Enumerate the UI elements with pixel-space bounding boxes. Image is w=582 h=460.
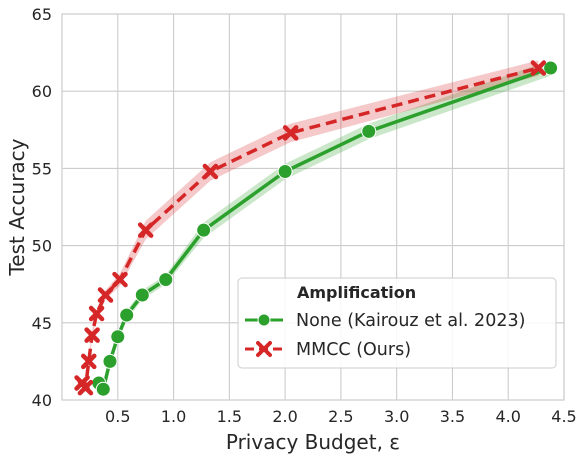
x-tick-label: 3.5 — [440, 407, 465, 426]
legend: Amplification None (Kairouz et al. 2023)… — [237, 277, 557, 369]
point-none — [119, 307, 135, 323]
x-axis-label: Privacy Budget, ε — [226, 430, 400, 454]
y-tick-label: 60 — [32, 82, 52, 101]
point-none — [110, 329, 126, 345]
y-tick-label: 55 — [32, 159, 52, 178]
x-tick-label: 4.5 — [551, 407, 576, 426]
point-mmcc — [282, 125, 299, 141]
point-mmcc — [77, 379, 94, 396]
x-tick-label: 1.0 — [161, 407, 186, 426]
point-mmcc — [530, 60, 547, 76]
legend-box — [237, 277, 557, 369]
point-mmcc — [112, 271, 128, 288]
x-tick-label: 0.5 — [105, 407, 130, 426]
line-mmcc — [80, 66, 539, 390]
y-axis-label: Test Accuracy — [5, 138, 29, 276]
x-tick-label: 2.5 — [328, 407, 353, 426]
y-tick-label: 40 — [32, 391, 52, 410]
point-none — [196, 222, 212, 238]
legend-marker-mmcc — [256, 341, 272, 357]
point-none — [361, 123, 377, 139]
y-tick-label: 50 — [32, 237, 52, 256]
y-tick-label: 65 — [32, 5, 52, 24]
point-mmcc — [84, 327, 100, 343]
point-mmcc — [137, 222, 154, 238]
point-none — [543, 60, 559, 76]
x-tick-label: 1.5 — [217, 407, 242, 426]
point-mmcc — [88, 305, 105, 322]
x-tick-label: 3.0 — [384, 407, 409, 426]
legend-marker-none — [257, 313, 271, 327]
point-mmcc — [81, 353, 97, 370]
point-none — [158, 272, 174, 288]
legend-label-mmcc: MMCC (Ours) — [296, 340, 411, 360]
x-tick-label: 2.0 — [272, 407, 297, 426]
x-tick-label: 4.0 — [495, 407, 520, 426]
plot-frame — [61, 13, 565, 401]
point-mmcc — [97, 287, 114, 303]
y-tick-labels: 40 45 50 55 60 65 — [32, 5, 52, 410]
point-none — [277, 163, 293, 179]
legend-label-none: None (Kairouz et al. 2023) — [296, 311, 525, 331]
legend-title: Amplification — [297, 283, 416, 302]
x-tick-labels: 0.5 1.0 1.5 2.0 2.5 3.0 3.5 4.0 4.5 — [105, 407, 577, 426]
series-markers — [74, 60, 559, 397]
y-tick-label: 45 — [32, 314, 52, 333]
point-none — [95, 381, 111, 397]
point-mmcc — [202, 163, 219, 180]
point-none — [102, 353, 118, 369]
point-none — [134, 287, 150, 303]
